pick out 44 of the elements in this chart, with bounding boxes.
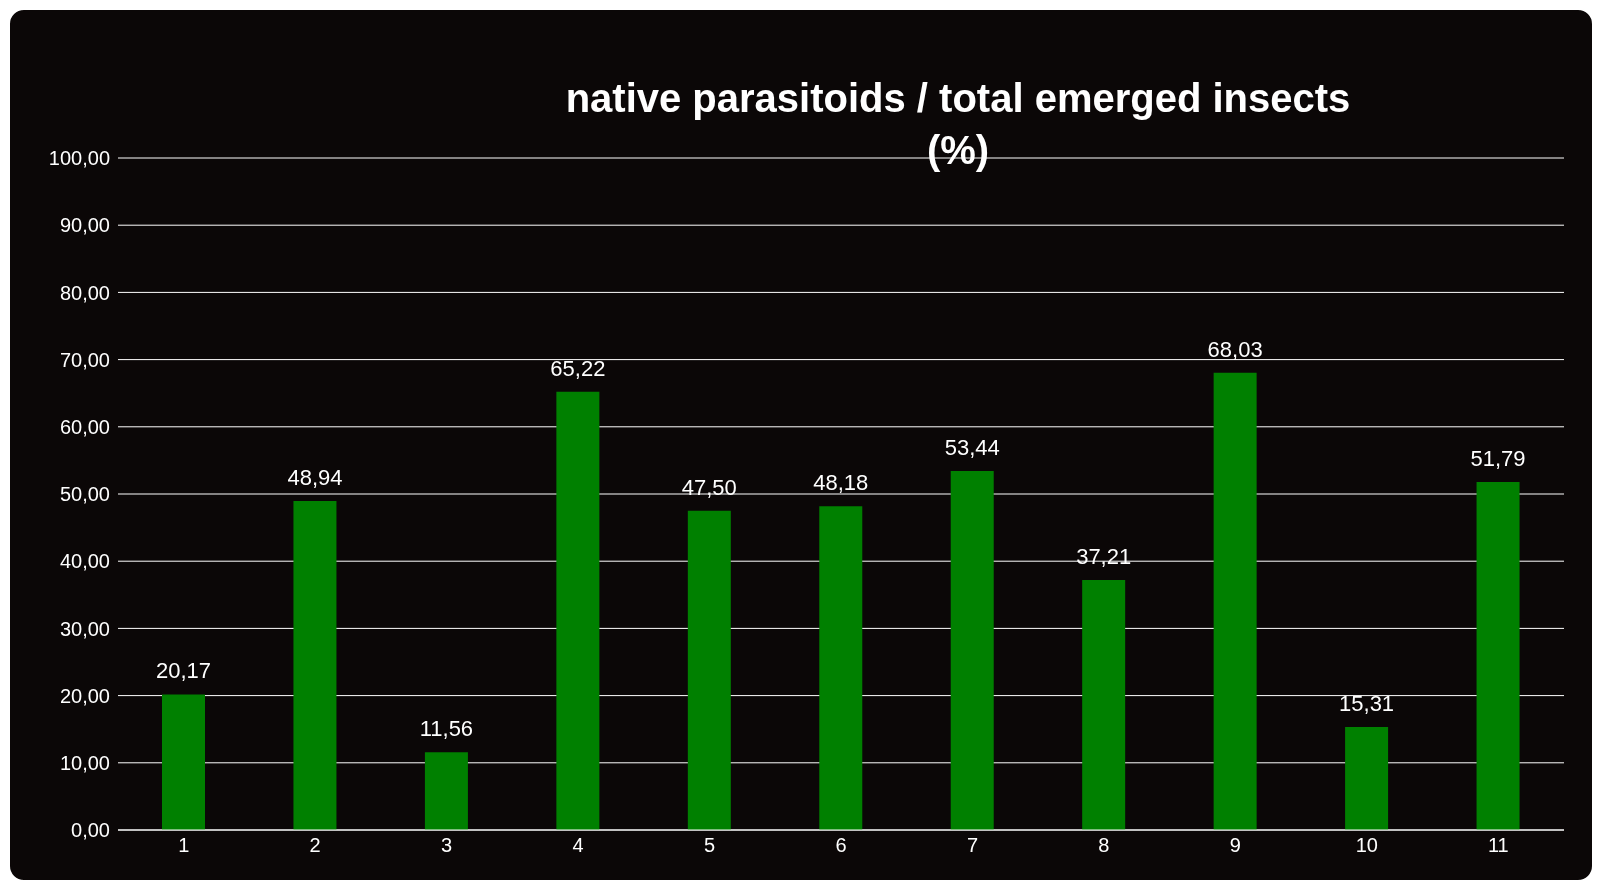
data-label: 53,44 <box>944 434 1000 460</box>
data-label: 15,31 <box>1339 691 1395 717</box>
bar <box>556 391 600 830</box>
bar <box>950 470 994 830</box>
bar <box>162 694 205 830</box>
bar <box>1476 481 1520 830</box>
x-tick-label: 2 <box>309 834 321 857</box>
data-label: 47,50 <box>681 474 737 500</box>
data-label: 68,03 <box>1207 336 1263 362</box>
x-tick-label: 8 <box>1098 834 1110 857</box>
y-tick-label: 30,00 <box>59 617 110 640</box>
x-tick-label: 10 <box>1355 834 1378 857</box>
x-tick-label: 5 <box>703 834 716 857</box>
data-label: 65,22 <box>550 355 606 381</box>
chart-title: native parasitoids / total emerged insects (%) <box>564 75 1352 174</box>
y-tick-label: 50,00 <box>59 483 110 506</box>
bar <box>1213 372 1257 830</box>
x-tick-label: 4 <box>572 834 584 857</box>
y-tick-label: 40,00 <box>59 550 110 573</box>
bar <box>819 506 863 830</box>
y-tick-label: 10,00 <box>59 751 110 774</box>
bar <box>687 510 731 830</box>
bar <box>293 501 337 830</box>
data-label: 11,56 <box>419 716 474 742</box>
y-tick-label: 70,00 <box>59 348 110 371</box>
x-tick-label: 9 <box>1229 834 1241 857</box>
y-tick-label: 90,00 <box>59 214 110 237</box>
bar <box>1345 727 1389 830</box>
data-label: 48,18 <box>813 470 869 496</box>
bar <box>1082 579 1126 830</box>
x-tick-label: 6 <box>835 834 847 857</box>
data-label: 20,17 <box>155 658 212 684</box>
x-tick-label: 3 <box>441 834 453 857</box>
x-tick-label: 1 <box>178 834 190 857</box>
y-tick-label: 20,00 <box>59 684 110 707</box>
y-tick-label: 0,00 <box>71 819 110 842</box>
data-label: 48,94 <box>287 465 343 491</box>
x-tick-label: 7 <box>966 834 979 857</box>
y-tick-label: 60,00 <box>59 415 110 438</box>
y-tick-label: 100,00 <box>48 147 110 170</box>
data-label: 51,79 <box>1470 445 1526 471</box>
x-tick-label: 11 <box>1487 834 1509 857</box>
y-tick-label: 80,00 <box>59 281 110 304</box>
bar <box>424 752 468 830</box>
